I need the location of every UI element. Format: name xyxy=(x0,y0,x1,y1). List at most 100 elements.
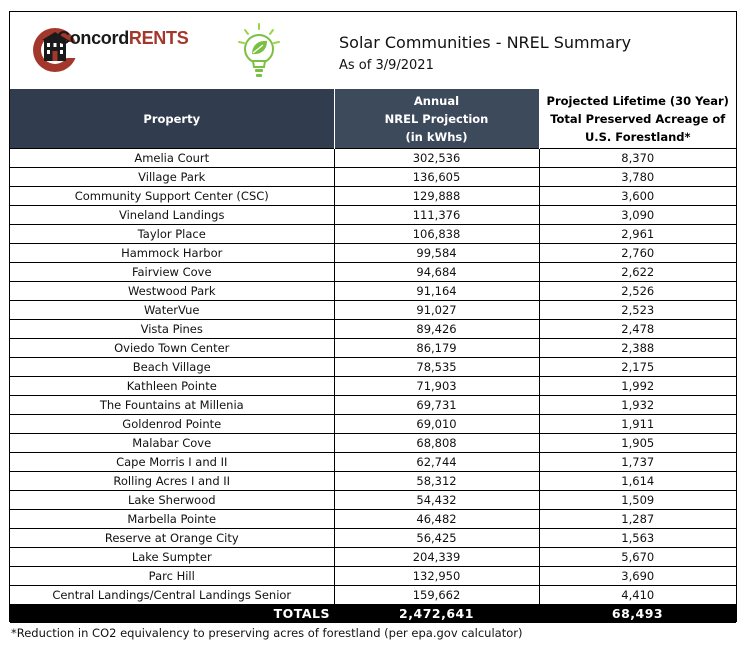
property-cell: Vineland Landings xyxy=(10,205,335,225)
table-row: Reserve at Orange City 56,425 1,563 xyxy=(10,528,736,548)
kwh-cell: 54,432 xyxy=(334,490,540,510)
table-row: Fairview Cove 94,684 2,622 xyxy=(10,262,736,282)
column-header-property: Property xyxy=(10,89,335,149)
building-icon xyxy=(33,28,79,72)
property-cell: Lake Sherwood xyxy=(10,490,335,510)
acreage-cell: 2,526 xyxy=(539,281,736,301)
acreage-cell: 3,600 xyxy=(539,186,736,206)
property-cell: Hammock Harbor xyxy=(10,243,335,263)
kwh-cell: 62,744 xyxy=(334,452,540,472)
property-cell: Rolling Acres I and II xyxy=(10,471,335,491)
header-line: Total Preserved Acreage of xyxy=(550,111,726,126)
acreage-cell: 1,737 xyxy=(539,452,736,472)
kwh-cell: 56,425 xyxy=(334,528,540,548)
kwh-cell: 129,888 xyxy=(334,186,540,206)
table-row: Parc Hill 132,950 3,690 xyxy=(10,566,736,586)
kwh-cell: 91,027 xyxy=(334,300,540,320)
kwh-cell: 94,684 xyxy=(334,262,540,282)
acreage-cell: 1,932 xyxy=(539,395,736,415)
kwh-cell: 204,339 xyxy=(334,547,540,567)
table-row: Beach Village 78,535 2,175 xyxy=(10,357,736,377)
table-row: Rolling Acres I and II 58,312 1,614 xyxy=(10,471,736,491)
kwh-cell: 86,179 xyxy=(334,338,540,358)
header-line: Annual xyxy=(413,93,460,108)
property-cell: Central Landings/Central Landings Senior xyxy=(10,585,335,604)
kwh-cell: 106,838 xyxy=(334,224,540,244)
table-row: Vineland Landings 111,376 3,090 xyxy=(10,205,736,225)
column-header-preserved-acreage: Projected Lifetime (30 Year) Total Prese… xyxy=(538,89,736,149)
property-cell: Malabar Cove xyxy=(10,433,335,453)
kwh-cell: 71,903 xyxy=(334,376,540,396)
property-cell: Reserve at Orange City xyxy=(10,528,335,548)
property-cell: WaterVue xyxy=(10,300,335,320)
table-row: Cape Morris I and II 62,744 1,737 xyxy=(10,452,736,472)
table-row: Community Support Center (CSC) 129,888 3,6… xyxy=(10,186,736,206)
table-row: WaterVue 91,027 2,523 xyxy=(10,300,736,320)
property-cell: Oviedo Town Center xyxy=(10,338,335,358)
kwh-cell: 69,010 xyxy=(334,414,540,434)
column-header-nrel-projection: Annual NREL Projection (in kWhs) xyxy=(334,89,540,149)
kwh-cell: 68,808 xyxy=(334,433,540,453)
table-row: Vista Pines 89,426 2,478 xyxy=(10,319,736,339)
header-line: Projected Lifetime (30 Year) xyxy=(546,93,729,108)
property-cell: Amelia Court xyxy=(10,148,335,168)
table-row: Kathleen Pointe 71,903 1,992 xyxy=(10,376,736,396)
as-of-date: As of 3/9/2021 xyxy=(339,58,434,73)
acreage-cell: 4,410 xyxy=(539,585,736,604)
acreage-cell: 1,509 xyxy=(539,490,736,510)
acreage-cell: 2,175 xyxy=(539,357,736,377)
table-row: Westwood Park 91,164 2,526 xyxy=(10,281,736,301)
kwh-cell: 111,376 xyxy=(334,205,540,225)
totals-row: TOTALS 2,472,641 68,493 xyxy=(10,604,736,623)
kwh-cell: 46,482 xyxy=(334,509,540,529)
kwh-cell: 132,950 xyxy=(334,566,540,586)
property-cell: Community Support Center (CSC) xyxy=(10,186,335,206)
kwh-cell: 99,584 xyxy=(334,243,540,263)
property-cell: Lake Sumpter xyxy=(10,547,335,567)
header-line: U.S. Forestland* xyxy=(584,129,691,144)
acreage-cell: 2,961 xyxy=(539,224,736,244)
kwh-cell: 58,312 xyxy=(334,471,540,491)
property-cell: Village Park xyxy=(10,167,335,187)
acreage-cell: 2,388 xyxy=(539,338,736,358)
property-cell: Taylor Place xyxy=(10,224,335,244)
table-row: Hammock Harbor 99,584 2,760 xyxy=(10,243,736,263)
table-row: Central Landings/Central Landings Senior… xyxy=(10,585,736,604)
lightbulb-leaf-icon xyxy=(238,23,280,77)
acreage-cell: 2,478 xyxy=(539,319,736,339)
acreage-cell: 3,690 xyxy=(539,566,736,586)
page-title: Solar Communities - NREL Summary xyxy=(339,33,632,52)
table-row: Lake Sumpter 204,339 5,670 xyxy=(10,547,736,567)
kwh-cell: 136,605 xyxy=(334,167,540,187)
property-cell: Marbella Pointe xyxy=(10,509,335,529)
header-line: NREL Projection xyxy=(384,111,489,126)
kwh-cell: 91,164 xyxy=(334,281,540,301)
acreage-cell: 1,992 xyxy=(539,376,736,396)
header-line: (in kWhs) xyxy=(405,129,468,144)
kwh-cell: 89,426 xyxy=(334,319,540,339)
acreage-cell: 2,523 xyxy=(539,300,736,320)
acreage-cell: 8,370 xyxy=(539,148,736,168)
acreage-cell: 1,563 xyxy=(539,528,736,548)
table-row: The Fountains at Millenia 69,731 1,932 xyxy=(10,395,736,415)
property-cell: Vista Pines xyxy=(10,319,335,339)
table-row: Village Park 136,605 3,780 xyxy=(10,167,736,187)
acreage-cell: 3,780 xyxy=(539,167,736,187)
brand-logo-text: ConcordRENTS xyxy=(57,28,189,48)
totals-label: TOTALS xyxy=(10,604,334,623)
acreage-cell: 1,911 xyxy=(539,414,736,434)
property-cell: Fairview Cove xyxy=(10,262,335,282)
acreage-cell: 5,670 xyxy=(539,547,736,567)
acreage-cell: 1,614 xyxy=(539,471,736,491)
table-body: Amelia Court 302,536 8,370 Village Park 136,… xyxy=(10,148,736,604)
kwh-cell: 302,536 xyxy=(334,148,540,168)
table-row: Marbella Pointe 46,482 1,287 xyxy=(10,509,736,529)
kwh-cell: 78,535 xyxy=(334,357,540,377)
acreage-cell: 1,287 xyxy=(539,509,736,529)
footnote: *Reduction in CO2 equivalency to preserv… xyxy=(11,626,523,640)
totals-acres: 68,493 xyxy=(539,604,736,623)
report-header: ConcordRENTS Solar Communities - NREL Su… xyxy=(10,12,736,89)
acreage-cell: 2,622 xyxy=(539,262,736,282)
property-cell: Parc Hill xyxy=(10,566,335,586)
table-row: Malabar Cove 68,808 1,905 xyxy=(10,433,736,453)
